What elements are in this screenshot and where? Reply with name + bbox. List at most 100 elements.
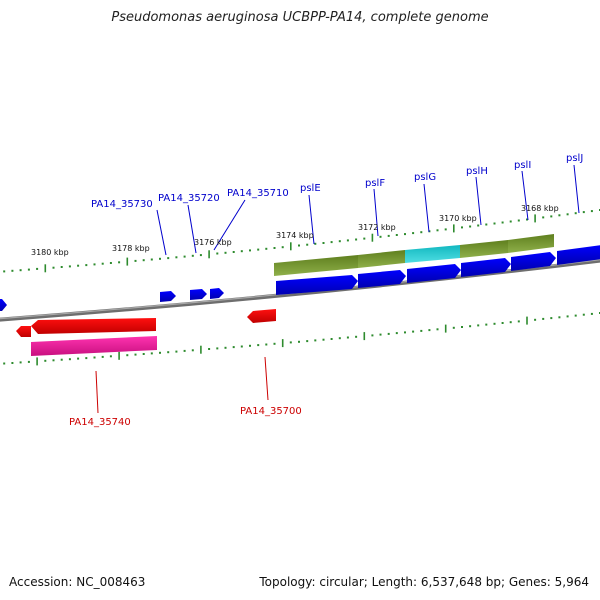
- gene-label-pa14-35710[interactable]: PA14_35710: [227, 188, 289, 199]
- gene-label-pslh[interactable]: pslH: [466, 166, 488, 177]
- gene-label-pslf[interactable]: pslF: [365, 178, 385, 189]
- minor-tick: [485, 323, 488, 326]
- minor-tick: [477, 224, 480, 227]
- minor-tick: [68, 265, 71, 268]
- minor-tick: [509, 321, 512, 324]
- minor-tick: [550, 317, 553, 320]
- minor-tick: [208, 348, 211, 350]
- minor-tick: [477, 324, 480, 327]
- minor-tick: [379, 333, 382, 336]
- minor-tick: [77, 264, 80, 267]
- minor-tick: [19, 361, 22, 364]
- minor-tick: [420, 231, 423, 234]
- minor-tick: [395, 332, 398, 335]
- minor-tick: [322, 338, 325, 341]
- genome-summary-text: Topology: circular; Length: 6,537,648 bp…: [259, 575, 589, 589]
- psl-feature-track: [274, 234, 554, 276]
- minor-tick: [542, 216, 545, 219]
- minor-tick: [558, 316, 561, 319]
- minor-tick: [330, 241, 333, 244]
- label-connectors: [95, 164, 580, 414]
- minor-tick: [346, 336, 349, 339]
- minor-tick: [60, 266, 63, 268]
- minor-tick: [159, 257, 161, 260]
- minor-tick: [224, 251, 227, 254]
- olive-feature: [274, 255, 358, 276]
- minor-tick: [412, 330, 415, 333]
- minor-tick: [134, 353, 137, 356]
- minor-tick: [183, 349, 186, 352]
- minor-tick: [232, 346, 235, 349]
- minor-tick: [68, 358, 71, 361]
- pink-feature: [31, 336, 157, 356]
- minor-tick: [582, 313, 585, 316]
- gene-label-pa14-35720[interactable]: PA14_35720: [158, 193, 220, 204]
- minor-tick: [36, 267, 39, 270]
- scale-label: 3178 kbp: [112, 244, 150, 253]
- scale-label: 3180 kbp: [31, 248, 69, 257]
- scale-label: 3168 kbp: [521, 204, 559, 213]
- forward-gene: [407, 264, 461, 283]
- minor-tick: [3, 362, 6, 365]
- gene-label-psle[interactable]: pslE: [300, 183, 321, 194]
- accession-text: Accession: NC_008463: [9, 575, 146, 589]
- gene-label-pa14-35700[interactable]: PA14_35700: [240, 406, 302, 417]
- minor-tick: [558, 214, 561, 217]
- minor-tick: [257, 344, 260, 347]
- minor-tick: [150, 352, 153, 355]
- minor-tick: [298, 340, 300, 343]
- major-tick: [36, 357, 38, 366]
- minor-tick: [191, 349, 194, 352]
- reverse-gene-labels: PA14_35740 PA14_35700: [69, 406, 302, 428]
- forward-gene: [358, 270, 406, 288]
- minor-tick: [175, 350, 178, 353]
- minor-tick: [85, 264, 88, 267]
- minor-tick: [436, 328, 439, 331]
- minor-tick: [387, 234, 390, 237]
- gene-label-psli[interactable]: pslI: [514, 160, 531, 171]
- minor-tick: [216, 347, 219, 350]
- scale-label: 3172 kbp: [358, 223, 396, 232]
- minor-tick: [249, 249, 251, 252]
- minor-tick: [93, 356, 96, 359]
- minor-tick: [52, 266, 55, 269]
- minor-tick: [517, 320, 520, 323]
- minor-tick: [452, 326, 455, 329]
- minor-tick: [444, 228, 447, 231]
- map-title: Pseudomonas aeruginosa UCBPP-PA14, compl…: [111, 10, 489, 25]
- minor-tick: [224, 346, 227, 349]
- forward-gene: [461, 258, 511, 277]
- olive-feature: [358, 250, 405, 268]
- gene-label-pslj[interactable]: pslJ: [566, 153, 583, 164]
- minor-tick: [509, 220, 512, 223]
- minor-tick: [493, 222, 496, 225]
- minor-tick: [27, 268, 30, 271]
- minor-tick: [469, 325, 472, 328]
- major-tick: [200, 345, 202, 354]
- minor-tick: [469, 225, 472, 228]
- gene-label-pa14-35730[interactable]: PA14_35730: [91, 199, 153, 210]
- minor-tick: [289, 341, 292, 344]
- gene-label-pslg[interactable]: pslG: [414, 172, 436, 183]
- minor-tick: [534, 318, 537, 321]
- reverse-gene: [16, 326, 31, 337]
- minor-tick: [240, 250, 243, 253]
- major-tick: [534, 214, 536, 223]
- forward-gene: [557, 245, 600, 265]
- forward-gene: [210, 288, 224, 299]
- minor-tick: [101, 262, 104, 265]
- minor-tick: [19, 269, 22, 272]
- minor-tick: [257, 248, 260, 251]
- lower-tick-ruler: [3, 312, 600, 365]
- scale-label: 3174 kbp: [276, 231, 314, 240]
- upper-major-ticks: [44, 214, 536, 273]
- cyan-feature: [405, 245, 460, 263]
- minor-tick: [191, 254, 194, 257]
- minor-tick: [183, 255, 186, 258]
- gene-label-pa14-35740[interactable]: PA14_35740: [69, 417, 131, 428]
- minor-tick: [265, 247, 268, 250]
- minor-tick: [501, 322, 504, 324]
- minor-tick: [574, 314, 577, 317]
- minor-tick: [461, 226, 463, 229]
